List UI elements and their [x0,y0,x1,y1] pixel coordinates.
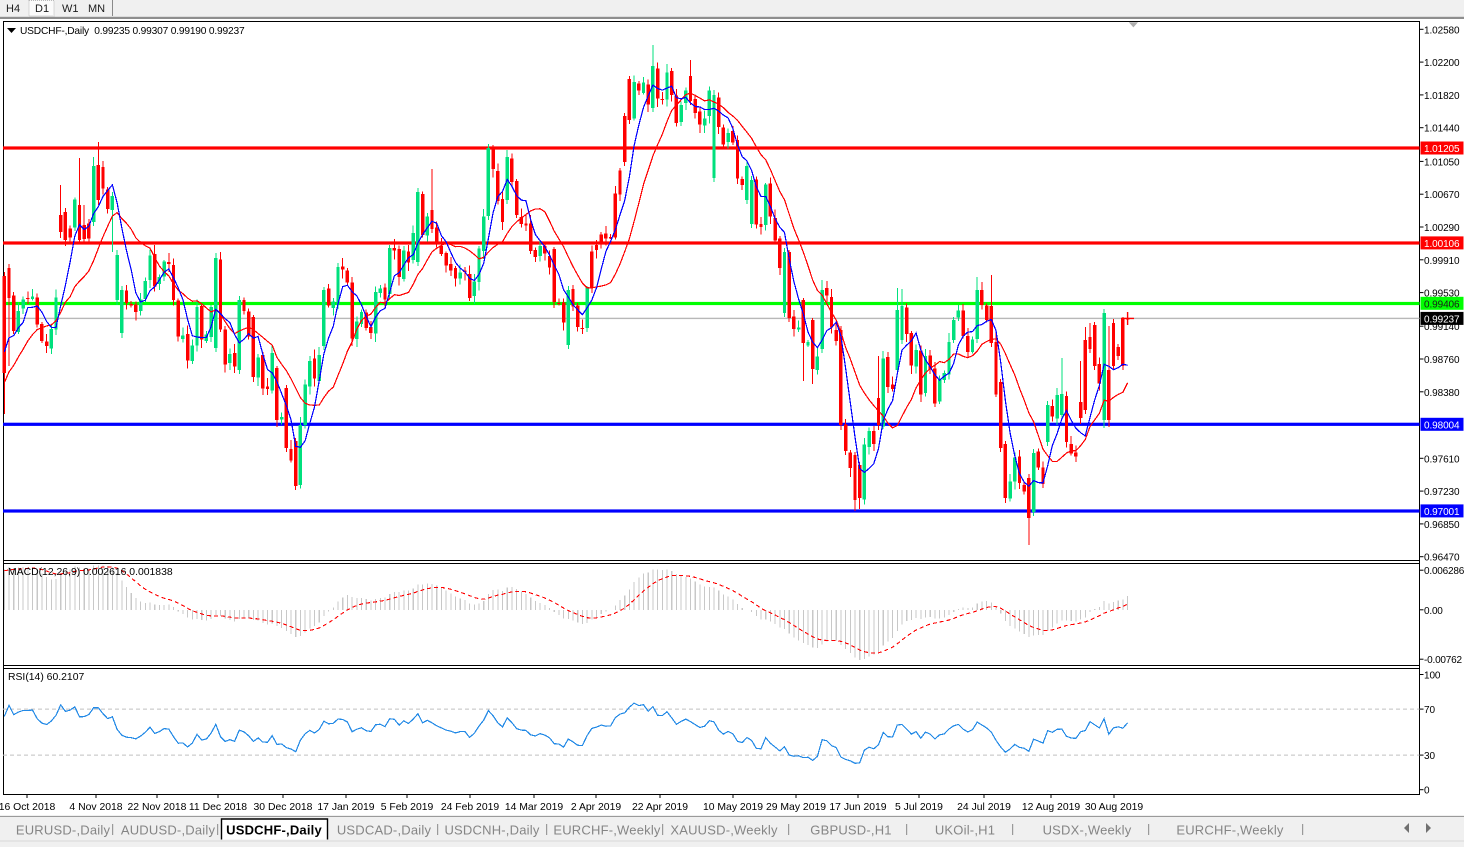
svg-text:MN: MN [88,3,105,15]
svg-text:USDX-,Weekly: USDX-,Weekly [1043,823,1132,838]
svg-text:17 Jan 2019: 17 Jan 2019 [317,802,374,813]
svg-text:1.02580: 1.02580 [1424,25,1460,36]
svg-text:0.00: 0.00 [1424,606,1443,617]
svg-text:16 Oct 2018: 16 Oct 2018 [0,802,56,813]
svg-text:22 Apr 2019: 22 Apr 2019 [632,802,688,813]
svg-text:29 May 2019: 29 May 2019 [766,802,826,813]
svg-text:H4: H4 [6,3,20,15]
svg-text:24 Jul 2019: 24 Jul 2019 [957,802,1011,813]
svg-text:0.99910: 0.99910 [1424,256,1460,267]
svg-text:1.01440: 1.01440 [1424,124,1460,135]
svg-text:5 Jul 2019: 5 Jul 2019 [895,802,943,813]
svg-text:70: 70 [1424,705,1435,716]
svg-text:10 May 2019: 10 May 2019 [703,802,763,813]
svg-text:-0.00762: -0.00762 [1424,655,1463,666]
svg-text:30 Aug 2019: 30 Aug 2019 [1085,802,1144,813]
svg-text:USDCNH-,Daily: USDCNH-,Daily [444,823,539,838]
svg-text:4 Nov 2018: 4 Nov 2018 [69,802,122,813]
svg-text:XAUUSD-,Weekly: XAUUSD-,Weekly [670,823,778,838]
svg-text:0.99530: 0.99530 [1424,289,1460,300]
svg-text:0.99237: 0.99237 [1424,314,1460,325]
svg-text:W1: W1 [62,3,79,15]
svg-text:1.00290: 1.00290 [1424,223,1460,234]
svg-text:2 Apr 2019: 2 Apr 2019 [571,802,621,813]
svg-text:D1: D1 [35,3,49,15]
svg-text:MACD(12,26,9) 0.002616 0.00183: MACD(12,26,9) 0.002616 0.001838 [8,567,173,578]
svg-text:30 Dec 2018: 30 Dec 2018 [254,802,313,813]
svg-text:11 Dec 2018: 11 Dec 2018 [189,802,247,813]
svg-text:17 Jun 2019: 17 Jun 2019 [829,802,886,813]
svg-text:USDCHF-,Daily: USDCHF-,Daily [226,823,322,838]
svg-text:0.96470: 0.96470 [1424,553,1460,564]
svg-text:1.01205: 1.01205 [1424,144,1460,155]
svg-text:30: 30 [1424,751,1435,762]
svg-text:100: 100 [1424,671,1441,682]
svg-text:0.99406: 0.99406 [1424,299,1460,310]
svg-text:0.97610: 0.97610 [1424,454,1460,465]
svg-text:1.00106: 1.00106 [1424,239,1460,250]
svg-text:RSI(14) 60.2107: RSI(14) 60.2107 [8,672,84,683]
svg-text:USDCAD-,Daily: USDCAD-,Daily [337,823,432,838]
svg-text:22 Nov 2018: 22 Nov 2018 [128,802,187,813]
svg-text:0: 0 [1424,786,1430,797]
svg-text:0.98760: 0.98760 [1424,355,1460,366]
svg-text:1.02200: 1.02200 [1424,58,1460,69]
svg-text:1.01820: 1.01820 [1424,91,1460,102]
svg-text:14 Mar 2019: 14 Mar 2019 [505,802,564,813]
svg-text:0.006286: 0.006286 [1424,566,1464,577]
svg-text:0.98380: 0.98380 [1424,388,1460,399]
svg-text:0.96850: 0.96850 [1424,520,1460,531]
svg-text:5 Feb 2019: 5 Feb 2019 [381,802,434,813]
svg-text:GBPUSD-,H1: GBPUSD-,H1 [810,823,891,838]
svg-text:1.01050: 1.01050 [1424,157,1460,168]
svg-text:24 Feb 2019: 24 Feb 2019 [441,802,500,813]
svg-text:AUDUSD-,Daily: AUDUSD-,Daily [121,823,216,838]
svg-text:0.98004: 0.98004 [1424,420,1460,431]
svg-text:12 Aug 2019: 12 Aug 2019 [1022,802,1081,813]
svg-text:UKOil-,H1: UKOil-,H1 [935,823,995,838]
svg-text:0.97230: 0.97230 [1424,487,1460,498]
svg-text:EURCHF-,Weekly: EURCHF-,Weekly [553,823,661,838]
svg-text:0.99140: 0.99140 [1424,322,1460,333]
svg-text:EURCHF-,Weekly: EURCHF-,Weekly [1176,823,1284,838]
svg-text:USDCHF-,Daily 0.99235 0.99307: USDCHF-,Daily 0.99235 0.99307 0.99190 0.… [20,26,245,37]
svg-text:0.97001: 0.97001 [1424,507,1460,518]
svg-text:EURUSD-,Daily: EURUSD-,Daily [16,823,111,838]
svg-text:1.00670: 1.00670 [1424,190,1460,201]
